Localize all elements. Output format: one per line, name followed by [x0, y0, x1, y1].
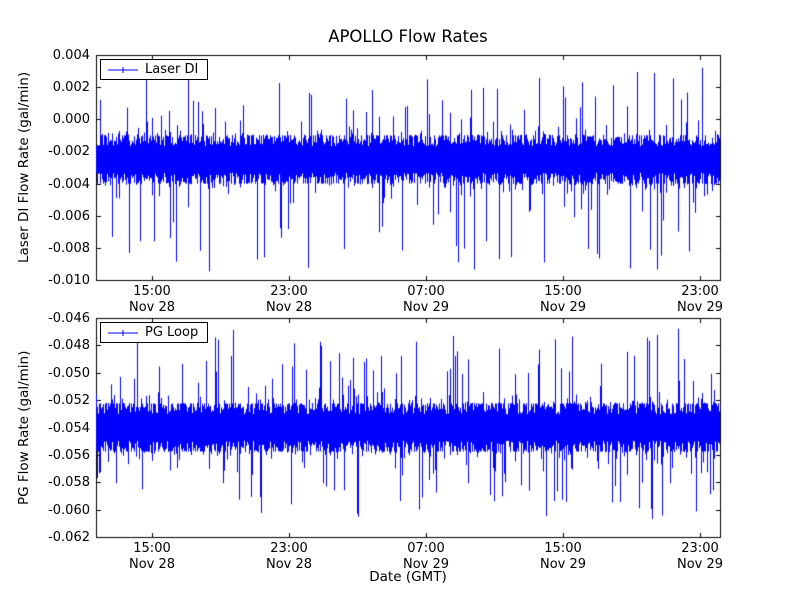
- tick-label: Nov 28: [128, 557, 176, 572]
- tick-label: -0.054: [48, 420, 90, 436]
- tick-label: Nov 29: [676, 557, 724, 572]
- y-axis-label-bottom: PG Flow Rate (gal/min): [16, 350, 32, 505]
- tick-label: Nov 29: [539, 300, 587, 315]
- tick-label: Nov 28: [265, 300, 313, 315]
- tick-label: -0.060: [48, 502, 90, 518]
- tick-label: -0.006: [48, 208, 90, 224]
- tick-label: 15:00: [133, 541, 171, 556]
- tick-label: 07:00: [407, 541, 445, 556]
- tick-label: 23:00: [270, 541, 308, 556]
- tick-label: -0.008: [48, 240, 90, 256]
- tick-label: Nov 29: [539, 557, 587, 572]
- tick-label: -0.004: [48, 176, 90, 192]
- tick-label: 23:00: [681, 541, 719, 556]
- tick-label: 07:00: [407, 284, 445, 299]
- tick-label: Nov 29: [402, 557, 450, 572]
- tick-label: -0.002: [48, 143, 90, 159]
- tick-label: Nov 29: [676, 300, 724, 315]
- legend-line-icon: [108, 329, 138, 336]
- tick-label: 23:00: [681, 284, 719, 299]
- y-axis-label-top: Laser DI Flow Rate (gal/min): [16, 71, 32, 264]
- tick-label: Nov 29: [402, 300, 450, 315]
- legend-pg-loop: PG Loop: [100, 322, 209, 343]
- tick-label: 0.000: [52, 111, 90, 127]
- tick-label: -0.058: [48, 474, 90, 490]
- legend-label-laser-di: Laser DI: [145, 62, 199, 77]
- x-axis-label: Date (GMT): [369, 569, 447, 585]
- legend-label-pg-loop: PG Loop: [145, 325, 199, 340]
- tick-label: -0.046: [48, 310, 90, 326]
- tick-label: 15:00: [544, 541, 582, 556]
- tick-label: -0.052: [48, 392, 90, 408]
- tick-label: Nov 28: [265, 557, 313, 572]
- tick-label: -0.062: [48, 529, 90, 545]
- tick-label: Nov 28: [128, 300, 176, 315]
- tick-label: 0.002: [52, 79, 90, 95]
- legend-laser-di: Laser DI: [100, 59, 209, 80]
- legend-line-icon: [108, 66, 138, 73]
- tick-label: -0.056: [48, 447, 90, 463]
- chart-title: APOLLO Flow Rates: [328, 27, 488, 46]
- tick-label: 0.004: [52, 47, 90, 63]
- tick-label: 23:00: [270, 284, 308, 299]
- tick-label: -0.048: [48, 337, 90, 353]
- tick-label: 15:00: [544, 284, 582, 299]
- tick-label: -0.050: [48, 365, 90, 381]
- tick-label: -0.010: [48, 272, 90, 288]
- tick-label: 15:00: [133, 284, 171, 299]
